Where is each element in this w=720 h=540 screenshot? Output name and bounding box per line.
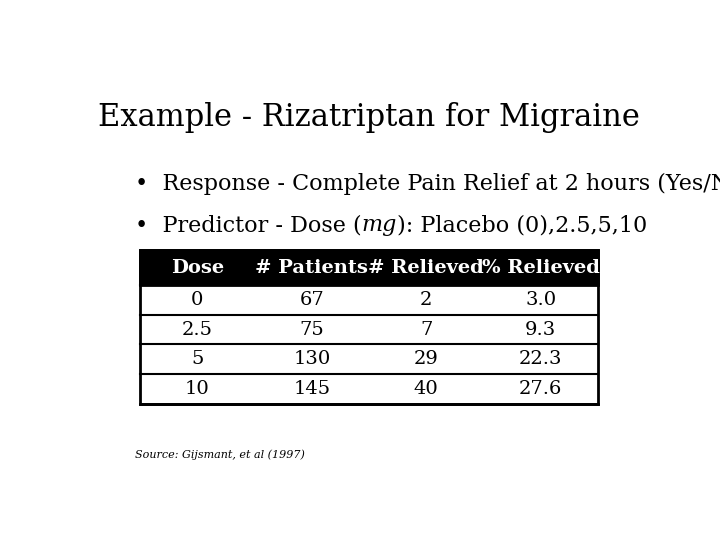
Text: 2.5: 2.5 xyxy=(182,321,213,339)
Text: 3.0: 3.0 xyxy=(525,291,556,309)
Text: Example - Rizatriptan for Migraine: Example - Rizatriptan for Migraine xyxy=(98,102,640,133)
Text: ): Placebo (0),2.5,5,10: ): Placebo (0),2.5,5,10 xyxy=(397,214,647,237)
Bar xyxy=(140,250,598,285)
Text: % Relieved: % Relieved xyxy=(482,259,600,276)
Text: 2: 2 xyxy=(420,291,433,309)
Text: mg: mg xyxy=(361,214,397,237)
Text: # Patients: # Patients xyxy=(256,259,368,276)
Text: 75: 75 xyxy=(300,321,324,339)
Text: 10: 10 xyxy=(185,380,210,398)
Text: •  Response - Complete Pain Relief at 2 hours (Yes/No): • Response - Complete Pain Relief at 2 h… xyxy=(135,173,720,195)
Text: 22.3: 22.3 xyxy=(519,350,562,368)
Text: 145: 145 xyxy=(293,380,330,398)
Text: 7: 7 xyxy=(420,321,433,339)
Text: 67: 67 xyxy=(300,291,324,309)
Text: 130: 130 xyxy=(293,350,330,368)
Text: 0: 0 xyxy=(192,291,204,309)
Text: 5: 5 xyxy=(192,350,204,368)
Text: 40: 40 xyxy=(414,380,438,398)
Text: •  Predictor - Dose (: • Predictor - Dose ( xyxy=(135,214,361,237)
Text: 9.3: 9.3 xyxy=(525,321,557,339)
Text: 29: 29 xyxy=(414,350,438,368)
Text: 27.6: 27.6 xyxy=(519,380,562,398)
Text: Dose: Dose xyxy=(171,259,224,276)
Text: Source: Gijsmant, et al (1997): Source: Gijsmant, et al (1997) xyxy=(135,449,305,460)
Text: # Relieved: # Relieved xyxy=(369,259,484,276)
